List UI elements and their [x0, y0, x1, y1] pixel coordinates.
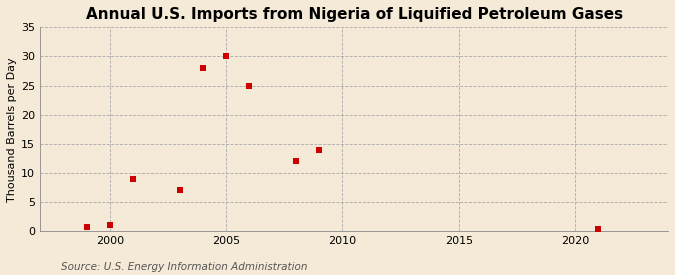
Point: [314, 147, 325, 152]
Point: [290, 159, 301, 163]
Point: [244, 83, 255, 88]
Point: [593, 227, 603, 232]
Title: Annual U.S. Imports from Nigeria of Liquified Petroleum Gases: Annual U.S. Imports from Nigeria of Liqu…: [86, 7, 622, 22]
Y-axis label: Thousand Barrels per Day: Thousand Barrels per Day: [7, 57, 17, 202]
Point: [221, 54, 232, 59]
Point: [81, 224, 92, 229]
Point: [105, 223, 115, 228]
Text: Source: U.S. Energy Information Administration: Source: U.S. Energy Information Administ…: [61, 262, 307, 272]
Point: [128, 177, 138, 181]
Point: [174, 188, 185, 192]
Point: [198, 66, 209, 70]
